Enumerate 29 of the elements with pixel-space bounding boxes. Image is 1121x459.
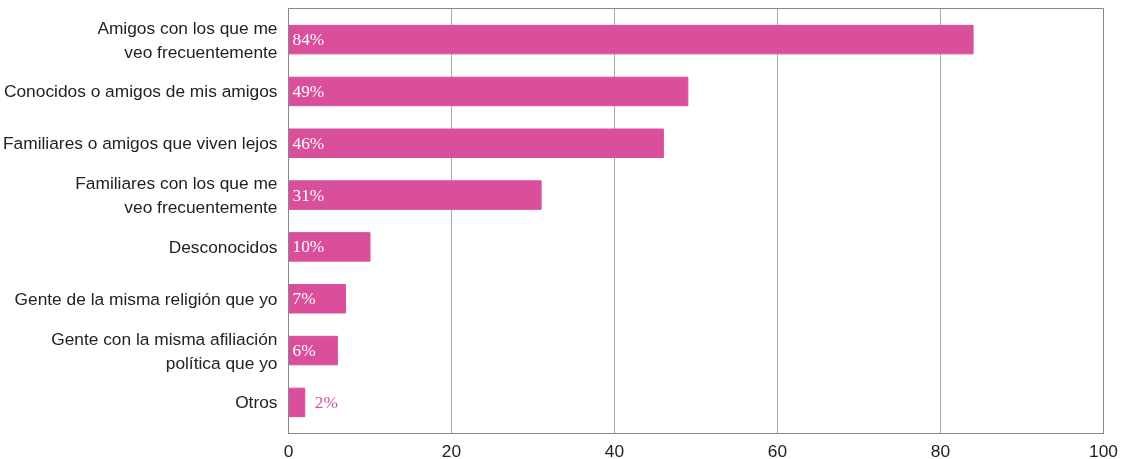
data-label: 6% <box>292 341 316 361</box>
data-label: 10% <box>292 237 325 257</box>
x-tick-label: 80 <box>930 440 951 459</box>
x-tick-label: 100 <box>1089 440 1118 459</box>
y-tick-label: Familiares o amigos que viven lejos <box>3 133 278 154</box>
data-label: 2% <box>314 392 338 412</box>
y-tick-label: Conocidos o amigos de mis amigos <box>3 81 278 102</box>
x-tick-label: 0 <box>283 440 294 459</box>
y-tick-label: Gente de la misma religión que yo <box>14 288 278 309</box>
data-label: 84% <box>292 30 325 50</box>
data-label: 7% <box>292 289 316 309</box>
bar <box>288 180 542 210</box>
y-tick-label: Gente con la misma afiliación política que yo <box>51 328 278 373</box>
bar <box>288 128 664 159</box>
data-label: 46% <box>292 133 325 153</box>
bar <box>288 76 689 107</box>
y-tick-label: Familiares con los que me veo frecuentemente <box>75 173 278 218</box>
data-label: 49% <box>292 81 325 101</box>
data-label: 31% <box>292 185 325 205</box>
x-tick-label: 20 <box>441 440 462 459</box>
bar <box>288 24 974 55</box>
x-tick-label: 40 <box>604 440 625 459</box>
y-tick-label: Otros <box>235 392 278 413</box>
y-tick-label: Desconocidos <box>168 236 278 257</box>
x-tick-label: 60 <box>767 440 788 459</box>
bar <box>288 232 371 262</box>
y-tick-label: Amigos con los que me veo frecuentemente <box>97 17 278 62</box>
bar <box>288 387 306 418</box>
bar <box>288 283 347 314</box>
